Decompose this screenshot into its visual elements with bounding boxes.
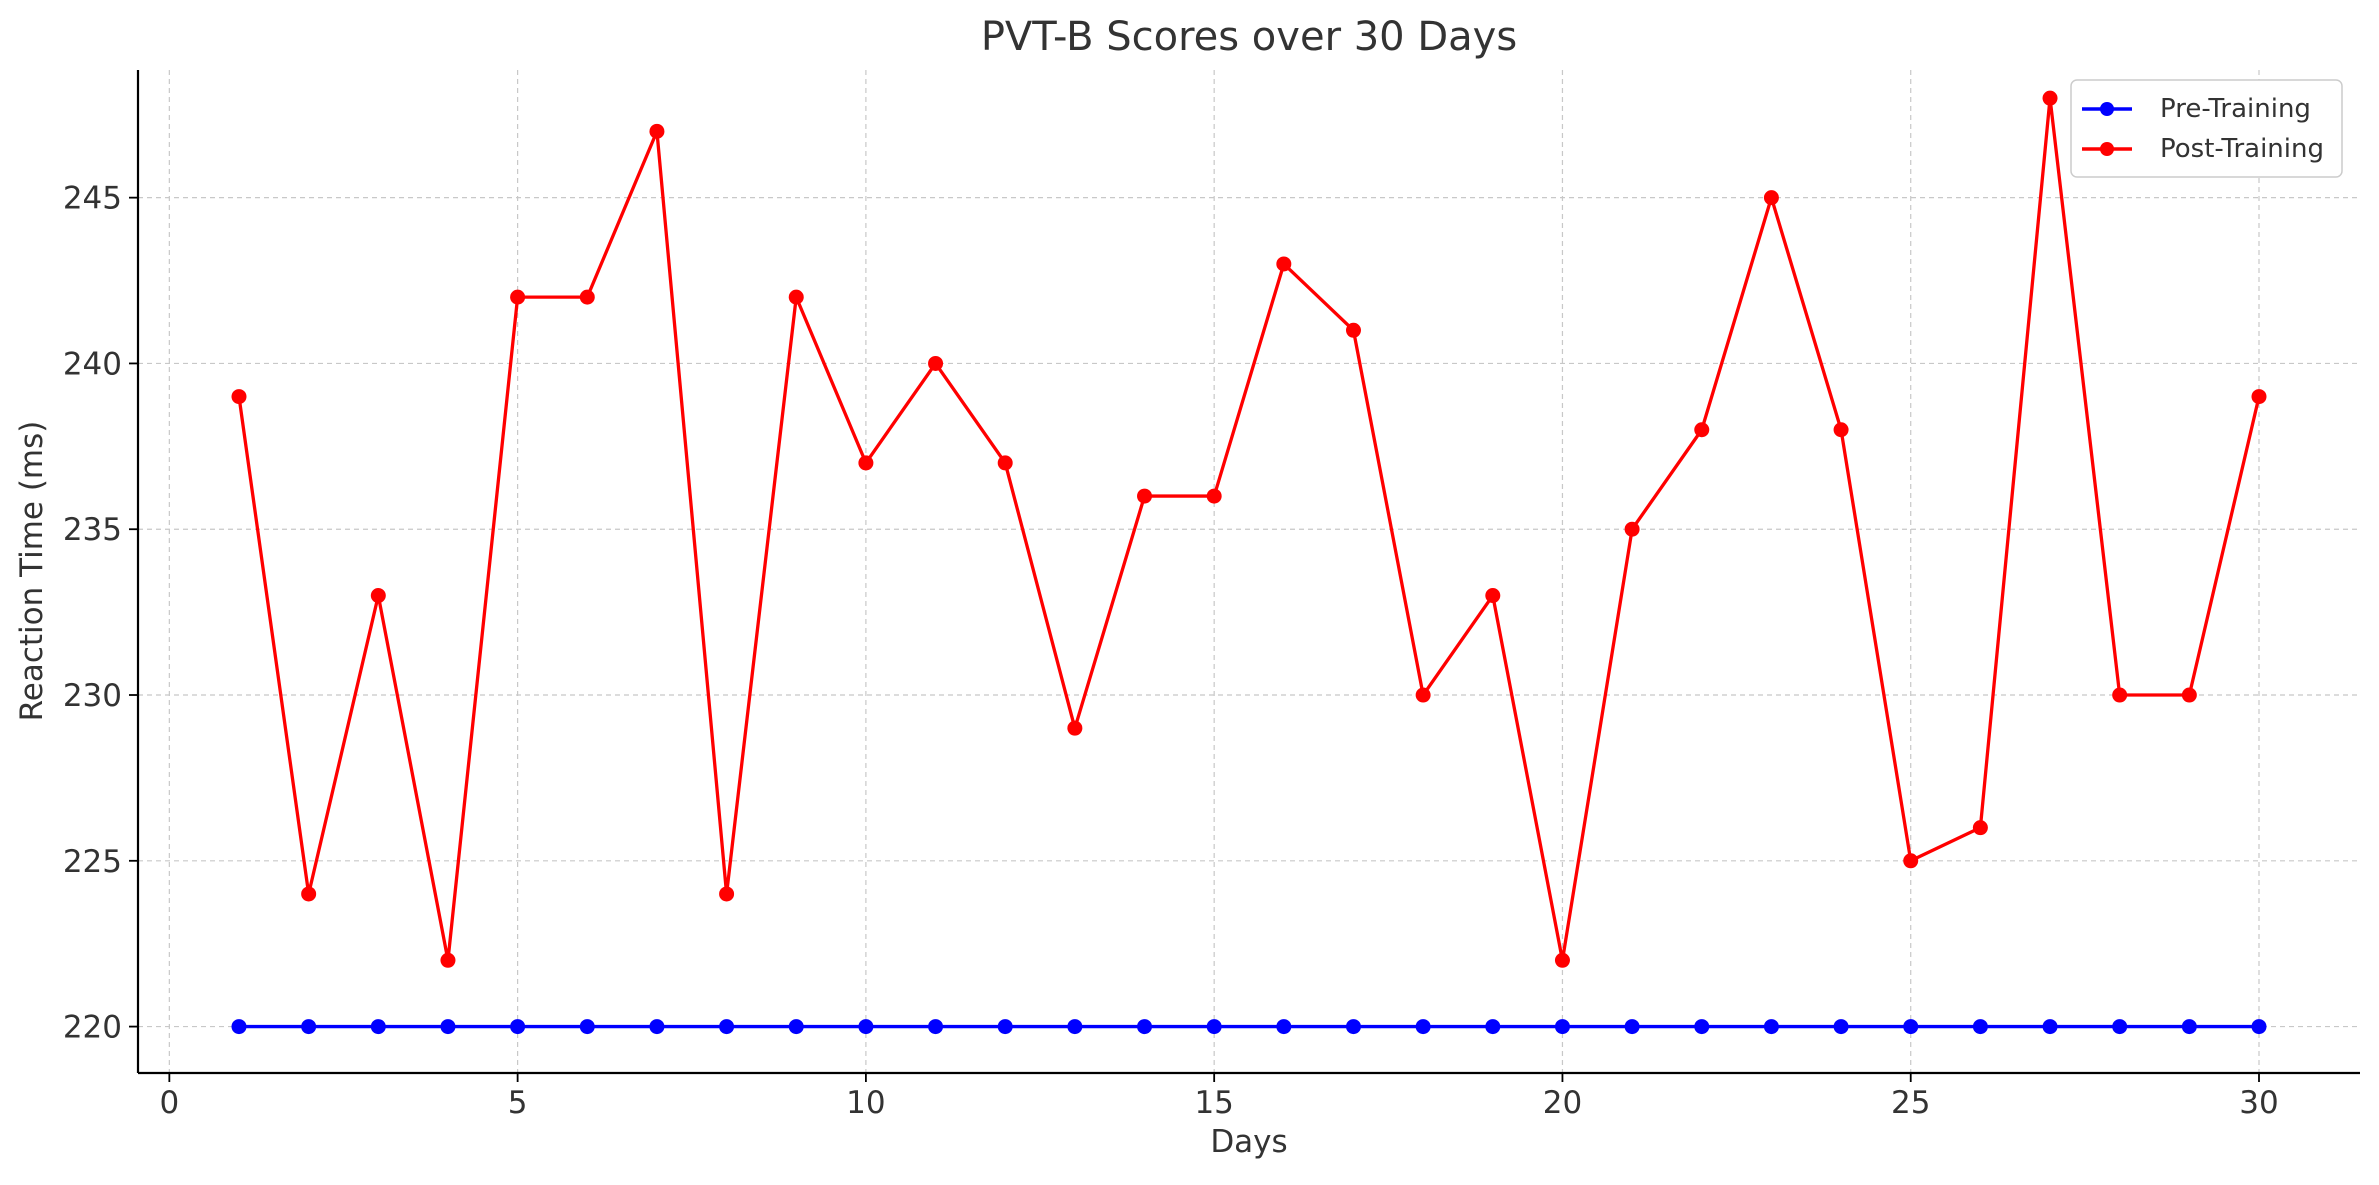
data-point-post-training xyxy=(1485,588,1501,604)
data-point-post-training xyxy=(301,886,317,902)
data-point-post-training xyxy=(370,588,386,604)
legend-label-post-training: Post-Training xyxy=(2160,134,2324,164)
data-point-pre-training xyxy=(1485,1019,1501,1035)
legend-label-pre-training: Pre-Training xyxy=(2160,94,2311,124)
data-point-post-training xyxy=(1972,820,1988,836)
y-tick-label: 245 xyxy=(63,181,122,217)
data-point-post-training xyxy=(1067,720,1083,736)
data-point-pre-training xyxy=(301,1019,317,1035)
data-point-post-training xyxy=(1624,521,1640,537)
data-point-pre-training xyxy=(1972,1019,1988,1035)
data-point-post-training xyxy=(1415,687,1431,703)
data-point-post-training xyxy=(928,355,944,371)
grid xyxy=(138,70,2360,1073)
data-point-pre-training xyxy=(858,1019,874,1035)
data-point-pre-training xyxy=(1763,1019,1779,1035)
data-point-pre-training xyxy=(579,1019,595,1035)
data-point-post-training xyxy=(1554,952,1570,968)
data-point-pre-training xyxy=(1903,1019,1919,1035)
data-point-post-training xyxy=(649,123,665,139)
data-point-pre-training xyxy=(2251,1019,2267,1035)
data-point-post-training xyxy=(579,289,595,305)
data-point-pre-training xyxy=(1415,1019,1431,1035)
data-point-post-training xyxy=(997,455,1013,471)
data-point-pre-training xyxy=(928,1019,944,1035)
legend-marker-pre-training xyxy=(2100,102,2114,116)
data-point-post-training xyxy=(1763,190,1779,206)
data-point-pre-training xyxy=(1067,1019,1083,1035)
data-point-post-training xyxy=(1137,488,1153,504)
data-point-post-training xyxy=(2181,687,2197,703)
x-ticks: 0 5 10 15 20 25 30 xyxy=(159,1073,2279,1121)
x-tick-label: 0 xyxy=(159,1085,179,1121)
data-point-pre-training xyxy=(1137,1019,1153,1035)
data-point-pre-training xyxy=(440,1019,456,1035)
y-tick-label: 220 xyxy=(63,1010,122,1046)
data-point-pre-training xyxy=(719,1019,735,1035)
data-point-pre-training xyxy=(2112,1019,2128,1035)
x-tick-label: 30 xyxy=(2239,1085,2278,1121)
data-point-post-training xyxy=(2251,389,2267,405)
x-tick-label: 15 xyxy=(1194,1085,1233,1121)
data-point-pre-training xyxy=(1206,1019,1222,1035)
series xyxy=(231,90,2267,1035)
y-axis-label: Reaction Time (ms) xyxy=(14,421,50,722)
data-point-post-training xyxy=(788,289,804,305)
data-point-post-training xyxy=(1345,322,1361,338)
data-point-post-training xyxy=(440,952,456,968)
data-point-pre-training xyxy=(1345,1019,1361,1035)
data-point-pre-training xyxy=(788,1019,804,1035)
y-tick-label: 225 xyxy=(63,844,122,880)
data-point-post-training xyxy=(1694,422,1710,438)
data-point-post-training xyxy=(231,389,247,405)
x-tick-label: 25 xyxy=(1891,1085,1930,1121)
data-point-post-training xyxy=(2042,90,2058,106)
data-point-pre-training xyxy=(2042,1019,2058,1035)
data-point-pre-training xyxy=(1554,1019,1570,1035)
legend-frame xyxy=(2070,79,2343,178)
data-point-pre-training xyxy=(649,1019,665,1035)
data-point-post-training xyxy=(2112,687,2128,703)
y-tick-label: 240 xyxy=(63,346,122,382)
data-point-pre-training xyxy=(1276,1019,1292,1035)
x-tick-label: 20 xyxy=(1543,1085,1582,1121)
data-point-post-training xyxy=(510,289,526,305)
data-point-post-training xyxy=(1833,422,1849,438)
data-point-post-training xyxy=(1276,256,1292,272)
x-axis-label: Days xyxy=(1210,1124,1287,1160)
data-point-pre-training xyxy=(231,1019,247,1035)
data-point-pre-training xyxy=(1624,1019,1640,1035)
data-point-pre-training xyxy=(997,1019,1013,1035)
data-point-post-training xyxy=(1206,488,1222,504)
data-point-pre-training xyxy=(2181,1019,2197,1035)
legend: Pre-Training Post-Training xyxy=(2070,79,2343,178)
data-point-pre-training xyxy=(1833,1019,1849,1035)
y-tick-label: 235 xyxy=(63,512,122,548)
axes xyxy=(136,70,2360,1075)
data-point-pre-training xyxy=(510,1019,526,1035)
data-point-post-training xyxy=(858,455,874,471)
x-tick-label: 5 xyxy=(508,1085,528,1121)
series-line-post-training xyxy=(237,96,2261,962)
x-tick-label: 10 xyxy=(846,1085,885,1121)
data-point-post-training xyxy=(1903,853,1919,869)
data-point-post-training xyxy=(719,886,735,902)
y-tick-label: 230 xyxy=(63,678,122,714)
legend-marker-post-training xyxy=(2100,142,2114,156)
data-point-pre-training xyxy=(370,1019,386,1035)
chart-title: PVT-B Scores over 30 Days xyxy=(981,14,1517,60)
data-point-pre-training xyxy=(1694,1019,1710,1035)
y-ticks: 220 225 230 235 240 245 xyxy=(63,181,138,1046)
